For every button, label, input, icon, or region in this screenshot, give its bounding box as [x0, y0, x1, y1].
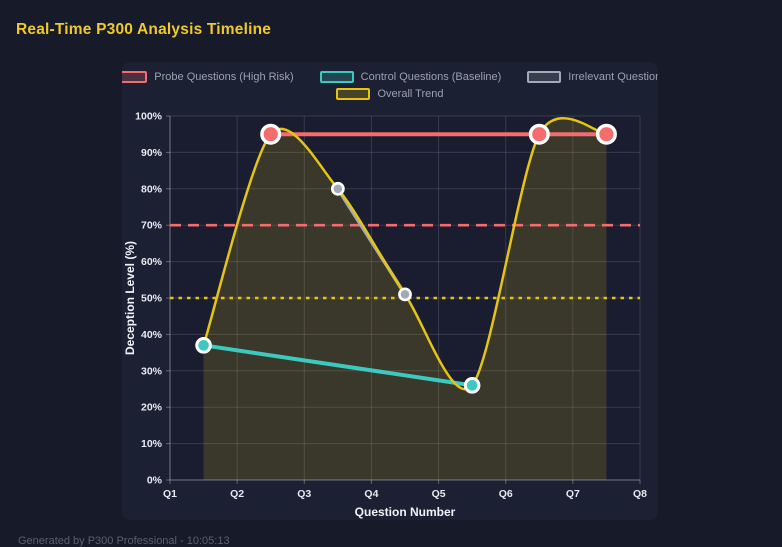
legend-label: Probe Questions (High Risk)	[154, 70, 294, 83]
y-tick-label: 60%	[141, 256, 163, 268]
series-line-1	[201, 343, 475, 388]
x-tick-label: Q2	[230, 488, 244, 500]
chart-panel: Probe Questions (High Risk) Control Ques…	[122, 62, 658, 520]
page-title: Real-Time P300 Analysis Timeline	[16, 21, 272, 38]
legend-swatch-probe-icon	[122, 70, 148, 83]
x-tick-label: Q5	[432, 488, 446, 500]
chart-legend: Probe Questions (High Risk) Control Ques…	[122, 62, 658, 102]
footer-note: Generated by P300 Professional - 10:05:1…	[18, 535, 230, 547]
y-tick-label: 80%	[141, 183, 163, 195]
legend-item-irrelevant-questions[interactable]: Irrelevant Questions	[527, 70, 658, 83]
y-tick-label: 100%	[135, 111, 163, 123]
x-tick-label: Q7	[566, 488, 580, 500]
gridlines	[169, 115, 641, 481]
y-tick-label: 30%	[141, 365, 163, 377]
legend-label: Irrelevant Questions	[568, 70, 658, 83]
legend-item-probe-questions[interactable]: Probe Questions (High Risk)	[122, 70, 294, 83]
x-tick-label: Q4	[364, 488, 378, 500]
y-tick-label: 90%	[141, 147, 163, 159]
legend-item-overall-trend[interactable]: Overall Trend	[336, 87, 444, 100]
y-tick-label: 50%	[141, 293, 163, 305]
y-tick-label: 10%	[141, 438, 163, 450]
y-tick-label: 70%	[141, 220, 163, 232]
data-point-series2-0[interactable]	[330, 181, 345, 196]
data-point-series0-2[interactable]	[595, 123, 617, 145]
legend-swatch-trend-icon	[336, 87, 371, 100]
data-point-series2-1[interactable]	[398, 287, 412, 302]
legend-row-1: Probe Questions (High Risk) Control Ques…	[122, 68, 658, 85]
x-tick-label: Q6	[499, 488, 513, 500]
legend-label: Control Questions (Baseline)	[360, 70, 502, 83]
legend-swatch-control-icon	[319, 70, 354, 83]
data-point-series0-0[interactable]	[260, 123, 282, 145]
data-point-series1-0[interactable]	[195, 337, 212, 354]
data-point-series1-1[interactable]	[463, 377, 481, 394]
x-axis-title: Question Number	[355, 505, 456, 519]
axes: Q1 Q2 Q3 Q4 Q5 Q6 Q7 Q8 0% 10% 20% 30% 40% 50% 60% 70% 8…	[135, 111, 647, 501]
legend-row-2: Overall Trend	[122, 85, 658, 102]
legend-item-control-questions[interactable]: Control Questions (Baseline)	[319, 70, 502, 83]
x-tick-label: Q3	[297, 488, 311, 500]
legend-swatch-irrelevant-icon	[527, 70, 562, 83]
y-tick-label: 20%	[141, 402, 163, 414]
x-tick-label: Q8	[633, 488, 647, 500]
y-tick-label: 40%	[141, 329, 163, 341]
timeline-chart-canvas[interactable]: Q1 Q2 Q3 Q4 Q5 Q6 Q7 Q8 0% 10% 20% 30% 40% 50% 60% 70% 8…	[122, 102, 658, 520]
data-point-series0-1[interactable]	[528, 123, 550, 145]
x-tick-label: Q1	[163, 488, 177, 500]
y-tick-label: 0%	[147, 475, 163, 487]
y-axis-title: Deception Level (%)	[123, 241, 137, 355]
legend-label: Overall Trend	[377, 87, 444, 100]
